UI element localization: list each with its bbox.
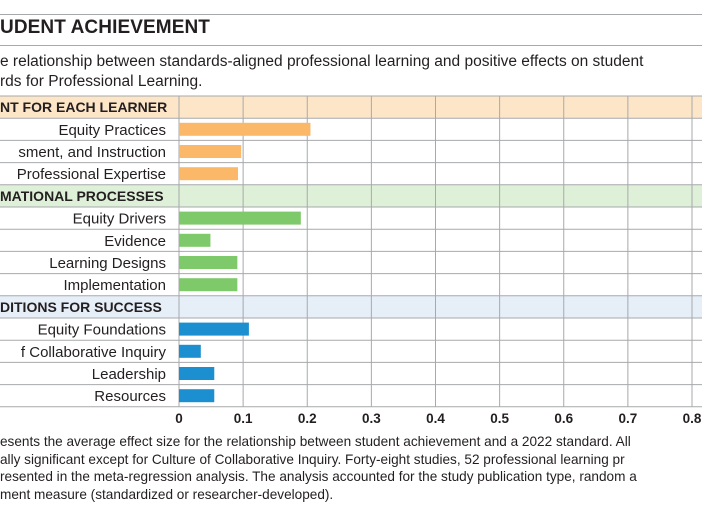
- caption-line: ment measure (standardized or researcher…: [0, 486, 334, 502]
- bar: [179, 145, 242, 158]
- group-header-band: [0, 184, 702, 207]
- category-label: Resources: [94, 388, 166, 405]
- bar: [179, 122, 311, 136]
- bar: [179, 322, 249, 336]
- x-tick-label: 0.1: [234, 411, 253, 426]
- bar: [179, 367, 215, 380]
- bar: [179, 344, 201, 358]
- subtitle-line: rds for Professional Learning.: [0, 73, 203, 90]
- x-tick-label: 0.6: [554, 411, 573, 426]
- x-tick-label: 0: [175, 411, 183, 426]
- x-tick-label: 0.8: [683, 411, 702, 426]
- category-label: Professional Expertise: [17, 166, 166, 183]
- chart-title: UDENT ACHIEVEMENT: [0, 17, 211, 38]
- x-tick-label: 0.3: [362, 411, 381, 426]
- caption-line: ally significant except for Culture of C…: [0, 451, 625, 467]
- category-label: f Collaborative Inquiry: [21, 344, 167, 361]
- category-label: Learning Designs: [49, 255, 166, 272]
- bar: [179, 389, 215, 403]
- category-label: sment, and Instruction: [18, 144, 166, 161]
- caption-line: esents the average effect size for the r…: [0, 434, 631, 449]
- x-tick-label: 0.4: [426, 411, 445, 426]
- subtitle-line: e relationship between standards-aligned…: [0, 53, 644, 70]
- bar: [179, 233, 211, 247]
- category-label: Equity Foundations: [38, 322, 166, 339]
- group-header-label: NT FOR EACH LEARNER: [0, 99, 167, 115]
- category-label: Leadership: [92, 366, 166, 383]
- category-label: Evidence: [104, 233, 166, 250]
- group-header-label: MATIONAL PROCESSES: [0, 188, 164, 204]
- category-label: Equity Practices: [58, 122, 166, 139]
- x-tick-label: 0.7: [618, 411, 637, 426]
- title-rule: [0, 45, 702, 46]
- caption-line: resented in the meta-regression analysis…: [0, 469, 637, 485]
- chart-subtitle: e relationship between standards-aligned…: [0, 52, 643, 92]
- x-tick-label: 0.2: [298, 411, 317, 426]
- bar: [179, 167, 238, 181]
- category-label: Implementation: [63, 277, 166, 294]
- bar: [179, 256, 238, 269]
- group-header-band: [0, 96, 702, 119]
- group-header-label: DITIONS FOR SUCCESS: [0, 299, 162, 315]
- x-tick-label: 0.5: [490, 411, 509, 426]
- bar: [179, 211, 301, 225]
- bar: [179, 278, 238, 292]
- top-rule: [0, 14, 702, 15]
- chart-caption: esents the average effect size for the r…: [0, 433, 637, 503]
- category-label: Equity Drivers: [73, 211, 166, 228]
- group-header-band: [0, 295, 702, 318]
